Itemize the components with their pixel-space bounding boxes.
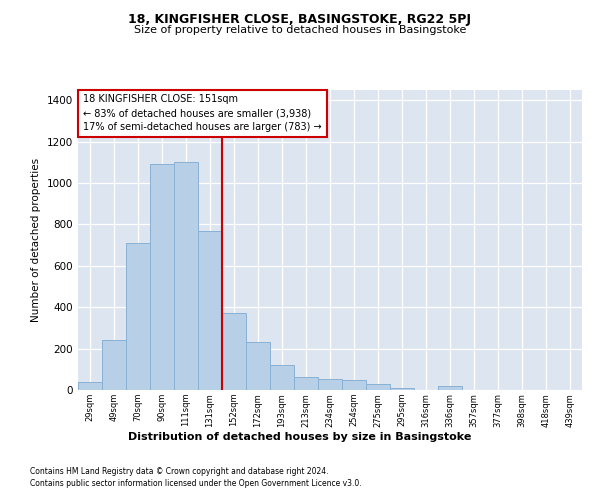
Bar	[222, 314, 246, 390]
Text: Contains public sector information licensed under the Open Government Licence v3: Contains public sector information licen…	[30, 479, 362, 488]
Bar	[174, 162, 198, 390]
Bar	[126, 243, 150, 390]
Text: 18, KINGFISHER CLOSE, BASINGSTOKE, RG22 5PJ: 18, KINGFISHER CLOSE, BASINGSTOKE, RG22 …	[128, 12, 472, 26]
Y-axis label: Number of detached properties: Number of detached properties	[31, 158, 41, 322]
Text: Distribution of detached houses by size in Basingstoke: Distribution of detached houses by size …	[128, 432, 472, 442]
Bar	[78, 382, 102, 390]
Bar	[390, 388, 414, 390]
Text: 18 KINGFISHER CLOSE: 151sqm
← 83% of detached houses are smaller (3,938)
17% of : 18 KINGFISHER CLOSE: 151sqm ← 83% of det…	[83, 94, 322, 132]
Bar	[246, 342, 270, 390]
Bar	[270, 365, 294, 390]
Text: Size of property relative to detached houses in Basingstoke: Size of property relative to detached ho…	[134, 25, 466, 35]
Bar	[366, 384, 390, 390]
Text: Contains HM Land Registry data © Crown copyright and database right 2024.: Contains HM Land Registry data © Crown c…	[30, 468, 329, 476]
Bar	[150, 164, 174, 390]
Bar	[198, 230, 222, 390]
Bar	[318, 378, 342, 390]
Bar	[294, 376, 318, 390]
Bar	[438, 386, 462, 390]
Bar	[102, 340, 126, 390]
Bar	[342, 380, 366, 390]
